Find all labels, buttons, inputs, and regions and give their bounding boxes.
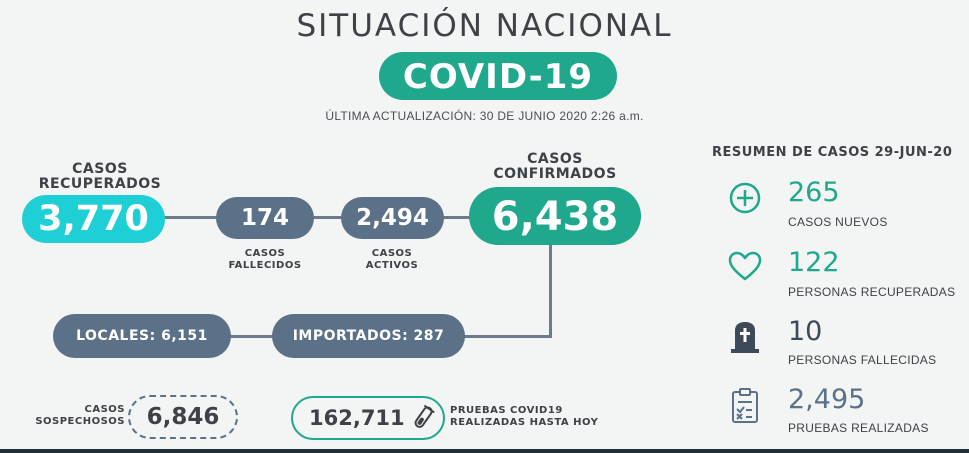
connector-line-main (150, 216, 490, 219)
deaths-count-pill: 174 (216, 197, 314, 239)
new-cases-label: CASOS NUEVOS (788, 215, 888, 229)
recovered-today-value: 122 (788, 247, 840, 278)
recovered-today-label: PERSONAS RECUPERADAS (788, 285, 956, 299)
suspected-count-pill: 6,846 (128, 395, 238, 439)
bottom-strip (0, 449, 969, 453)
covid-badge: COVID-19 (379, 52, 617, 100)
last-update-text: ÚLTIMA ACTUALIZACIÓN: 30 DE JUNIO 2020 2… (325, 109, 644, 123)
summary-title: RESUMEN DE CASOS 29-JUN-20 (712, 145, 953, 160)
recovered-count-pill: 3,770 (22, 195, 165, 243)
suspected-label: CASOS SOSPECHOSOS (35, 404, 125, 427)
tests-count: 162,711 (309, 406, 405, 430)
tombstone-icon (730, 320, 760, 354)
clipboard-icon (731, 388, 759, 424)
deaths-today-label: PERSONAS FALLECIDAS (788, 353, 937, 367)
connector-line-vertical (549, 240, 552, 337)
tests-label: PRUEBAS COVID19 REALIZADAS HASTA HOY (450, 405, 599, 428)
active-count-pill: 2,494 (341, 197, 444, 239)
imported-cases-pill: IMPORTADOS: 287 (272, 314, 465, 358)
deaths-label: CASOS FALLECIDOS (228, 248, 302, 271)
confirmed-count-pill: 6,438 (469, 187, 641, 245)
tests-pill: 162,711 (291, 396, 445, 440)
plus-circle-icon (728, 181, 762, 215)
deaths-today-value: 10 (788, 316, 823, 347)
heart-icon (728, 251, 762, 283)
recovered-header: CASOS RECUPERADOS (38, 161, 162, 192)
page-title: SITUACIÓN NACIONAL (296, 8, 673, 44)
tests-today-value: 2,495 (788, 384, 866, 415)
local-cases-pill: LOCALES: 6,151 (53, 314, 231, 358)
test-tube-icon (411, 404, 435, 432)
tests-today-label: PRUEBAS REALIZADAS (788, 421, 929, 435)
new-cases-value: 265 (788, 177, 840, 208)
confirmed-header: CASOS CONFIRMADOS (493, 151, 617, 182)
active-label: CASOS ACTIVOS (365, 248, 419, 271)
